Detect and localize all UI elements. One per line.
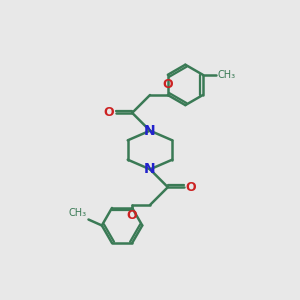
Text: N: N [144,162,156,176]
Text: O: O [186,181,196,194]
Text: O: O [104,106,114,119]
Text: O: O [127,209,137,222]
Text: N: N [144,124,156,138]
Text: CH₃: CH₃ [69,208,87,218]
Text: O: O [163,78,173,91]
Text: CH₃: CH₃ [218,70,236,80]
